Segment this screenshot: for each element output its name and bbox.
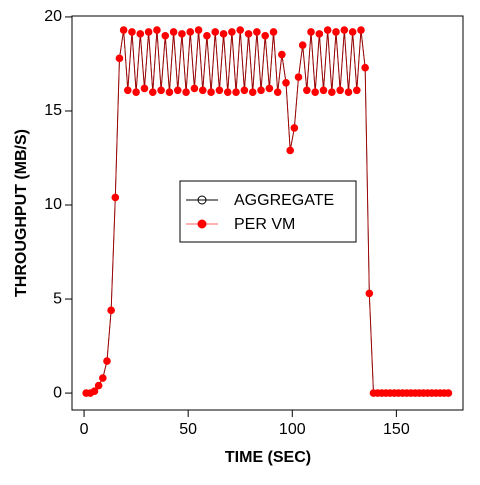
data-point [111,193,120,202]
y-tick-label: 15 [44,102,62,119]
data-point [273,88,282,96]
data-point [240,86,249,95]
legend-label: PER VM [234,216,295,233]
x-tick-label: 0 [80,421,89,438]
data-point [169,28,178,36]
data-point [123,86,132,95]
data-point [323,26,332,34]
data-point [282,78,290,87]
data-point [336,86,344,95]
data-point [119,26,128,34]
data-point [211,28,220,36]
data-point [128,28,136,36]
legend-marker [197,219,207,229]
data-point [319,86,328,95]
data-point [298,41,307,49]
data-point [269,28,278,36]
data-point [311,88,319,96]
y-tick-label: 0 [53,384,62,401]
data-point [244,30,253,38]
x-tick-label: 50 [179,421,197,438]
y-tick-label: 5 [53,290,62,307]
data-point [198,86,207,95]
data-point [290,124,299,132]
data-point [307,28,315,36]
data-point [99,374,107,382]
data-point [144,28,153,36]
data-point [161,31,170,40]
data-point [157,86,165,95]
data-point [361,63,369,72]
y-tick-label: 20 [44,8,62,25]
data-point [148,88,157,96]
data-point [353,86,361,95]
data-point [223,88,232,96]
data-point [207,88,215,96]
data-point [332,28,340,36]
y-tick-label: 10 [44,196,62,213]
data-point [173,86,182,95]
legend-label: AGGREGATE [234,192,334,209]
data-point [132,88,140,96]
y-axis-title: THROUGHPUT (MB/S) [13,129,30,297]
x-tick-label: 100 [279,421,306,438]
data-point [261,31,270,40]
data-point [232,88,240,96]
legend-marker [197,195,207,205]
data-point [278,50,286,59]
x-axis-title: TIME (SEC) [225,449,311,466]
data-point [328,88,336,96]
data-point [228,28,236,36]
data-point [253,28,261,36]
data-point [190,84,199,93]
data-point [348,28,357,36]
x-tick-label: 150 [383,421,410,438]
data-point [165,88,174,96]
data-point [219,30,228,38]
data-point [248,88,257,96]
data-point [103,357,111,365]
data-point [107,306,115,315]
data-point [186,28,195,36]
data-point [94,381,103,390]
data-point [140,84,149,93]
data-point [178,30,186,38]
data-point [265,84,274,93]
data-point [153,26,161,34]
data-point [203,31,211,40]
data-point [215,86,224,95]
data-point [357,26,365,34]
data-point [340,26,349,34]
data-point [286,146,294,155]
legend-box [179,180,357,243]
data-point [182,88,190,96]
data-point [303,86,311,95]
data-point [344,88,353,96]
data-point [294,73,303,81]
plot-frame [71,15,464,411]
data-point [136,30,145,38]
data-point [444,389,453,397]
data-point [115,54,124,63]
data-point [90,387,99,395]
data-point [257,86,265,95]
data-point [315,30,324,38]
data-point [365,289,374,298]
data-point [236,26,245,34]
data-point [194,26,203,34]
